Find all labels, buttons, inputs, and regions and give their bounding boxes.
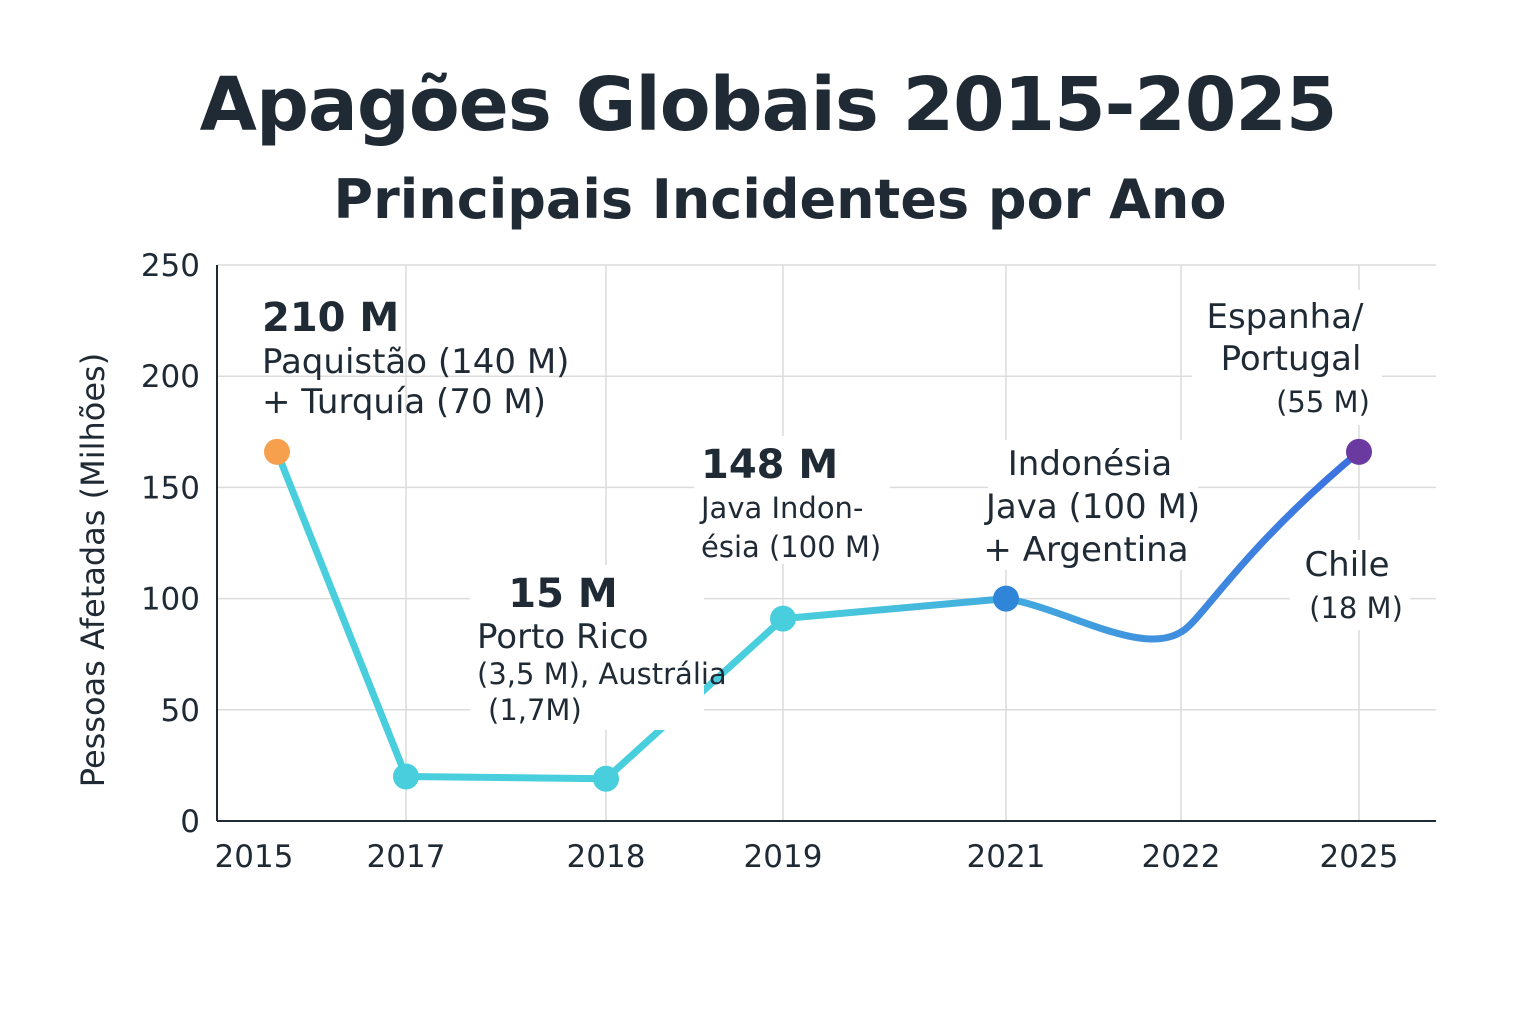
annotation-2019-value: 148 M [701, 442, 838, 488]
annotation-2025-top: Espanha/ Portugal (55 M) [1192, 290, 1382, 425]
axes [216, 265, 1436, 822]
annotation-2025-top-line3: (55 M) [1276, 385, 1370, 419]
data-point-2015 [264, 438, 290, 465]
y-tick-label: 0 [180, 804, 200, 840]
annotation-2025-top-line1: Espanha/ [1206, 297, 1364, 337]
annotation-2019-line1: Java Indon- [699, 491, 863, 525]
annotation-2018: 15 M Porto Rico (3,5 M), Austrália (1,7M… [470, 565, 727, 730]
series-line [273, 448, 1363, 783]
y-tick-label: 250 [141, 248, 200, 284]
data-point-2025 [1346, 438, 1372, 465]
annotation-2025-low-line2: (18 M) [1309, 591, 1403, 625]
annotation-2018-line3: (1,7M) [488, 693, 582, 727]
x-tick-label: 2015 [215, 839, 294, 875]
annotation-2018-line2: (3,5 M), Austrália [477, 657, 727, 691]
data-point-2019 [770, 605, 796, 632]
x-tick-label: 2019 [744, 839, 823, 875]
annotation-2018-value: 15 M [508, 571, 617, 617]
annotation-2019-line2: ésia (100 M) [701, 530, 881, 564]
annotation-2025-low-line1: Chile [1304, 545, 1389, 585]
y-tick-label: 100 [141, 582, 200, 618]
annotation-2018-line1: Porto Rico [477, 617, 649, 657]
x-tick-label: 2021 [967, 839, 1046, 875]
y-tick-label: 200 [141, 359, 200, 395]
annotation-2021-line2: Java (100 M) [984, 487, 1200, 527]
chart-subtitle: Principais Incidentes por Ano [333, 168, 1227, 231]
data-point-2021 [993, 585, 1019, 612]
annotation-2025-top-line2: Portugal [1221, 339, 1362, 379]
x-tick-label: 2018 [567, 839, 646, 875]
annotation-2025-low: Chile (18 M) [1290, 540, 1410, 630]
y-tick-label: 50 [161, 693, 200, 729]
data-point-2017 [393, 763, 419, 790]
y-tick-label: 150 [141, 470, 200, 506]
annotation-2015-value: 210 M [262, 295, 399, 341]
x-tick-label: 2025 [1320, 839, 1399, 875]
annotation-2015: 210 M Paquistão (140 M) + Turquía (70 M) [262, 295, 569, 422]
data-point-2018 [593, 765, 619, 792]
data-points [264, 438, 1372, 792]
y-tick-labels: 0 50 100 150 200 250 [141, 248, 200, 840]
annotation-2015-line2: + Turquía (70 M) [262, 382, 546, 422]
annotation-2015-line1: Paquistão (140 M) [262, 342, 569, 382]
x-tick-label: 2017 [367, 839, 446, 875]
annotation-2021-line1: Indonésia [1008, 444, 1172, 484]
y-axis-label: Pessoas Afetadas (Milhões) [74, 353, 112, 787]
annotation-2021-line3: + Argentina [983, 530, 1188, 570]
annotation-2021: Indonésia Java (100 M) + Argentina [983, 440, 1200, 570]
x-tick-label: 2022 [1142, 839, 1221, 875]
x-tick-labels: 2015 2017 2018 2019 2021 2022 2025 [215, 839, 1399, 875]
chart-title: Apagões Globais 2015-2025 [199, 62, 1338, 148]
annotation-2019: 148 M Java Indon- ésia (100 M) [694, 436, 890, 564]
